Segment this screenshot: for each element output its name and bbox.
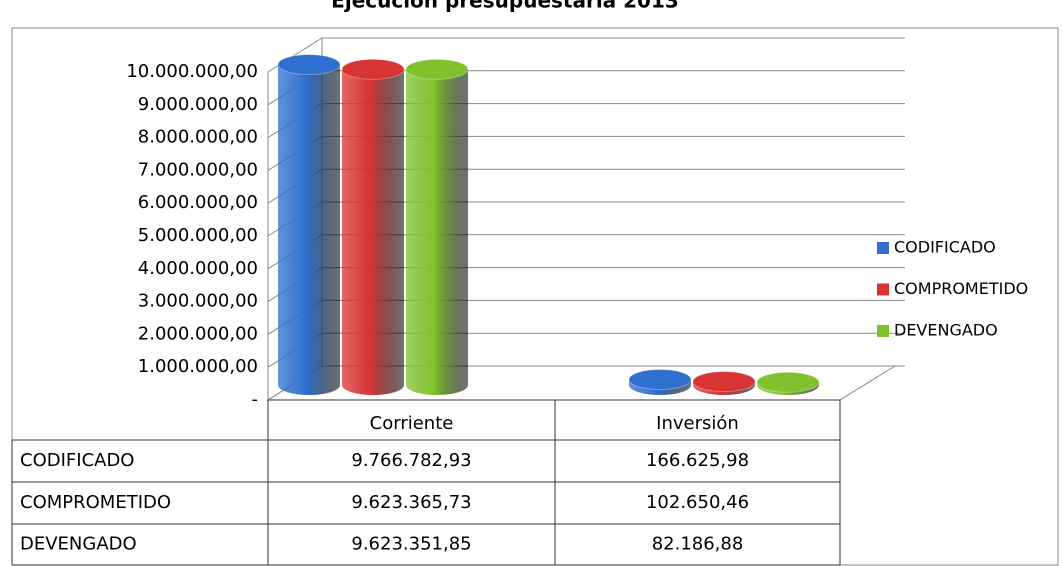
legend-label: CODIFICADO xyxy=(894,238,996,257)
y-tick-label: 1.000.000,00 xyxy=(138,356,258,377)
table-value: 82.186,88 xyxy=(652,534,744,555)
y-tick-label: 5.000.000,00 xyxy=(138,225,258,246)
category-label: Corriente xyxy=(370,413,454,434)
y-tick-label: 9.000.000,00 xyxy=(138,94,258,115)
chart-border xyxy=(11,27,1059,566)
legend-swatch xyxy=(877,325,889,337)
y-tick-label: 7.000.000,00 xyxy=(138,159,258,180)
row-label: DEVENGADO xyxy=(20,534,137,555)
row-label: CODIFICADO xyxy=(20,450,134,471)
chart-title: Ejecución presupuestaria 2013 xyxy=(331,0,679,13)
bar xyxy=(405,58,469,395)
legend-label: DEVENGADO xyxy=(894,321,998,340)
bar xyxy=(692,371,756,395)
legend-swatch xyxy=(877,242,889,254)
table-value: 9.623.351,85 xyxy=(351,534,471,555)
table-value: 9.766.782,93 xyxy=(351,450,471,471)
y-tick-label: 3.000.000,00 xyxy=(138,291,258,312)
bar xyxy=(756,371,820,395)
y-tick-label: - xyxy=(252,389,259,410)
table-value: 102.650,46 xyxy=(646,492,749,513)
category-label: Inversión xyxy=(656,413,739,434)
y-tick-label: 6.000.000,00 xyxy=(138,192,258,213)
table-value: 166.625,98 xyxy=(646,450,749,471)
y-tick-label: 10.000.000,00 xyxy=(126,61,258,82)
bar xyxy=(277,54,341,395)
bar xyxy=(628,369,692,395)
legend-swatch xyxy=(877,283,889,296)
row-label: COMPROMETIDO xyxy=(20,492,171,513)
y-tick-label: 8.000.000,00 xyxy=(138,127,258,148)
table-value: 9.623.365,73 xyxy=(351,492,471,513)
y-tick-label: 4.000.000,00 xyxy=(138,258,258,279)
y-tick-label: 2.000.000,00 xyxy=(138,323,258,344)
bar xyxy=(341,58,405,395)
legend-label: COMPROMETIDO xyxy=(894,279,1028,298)
